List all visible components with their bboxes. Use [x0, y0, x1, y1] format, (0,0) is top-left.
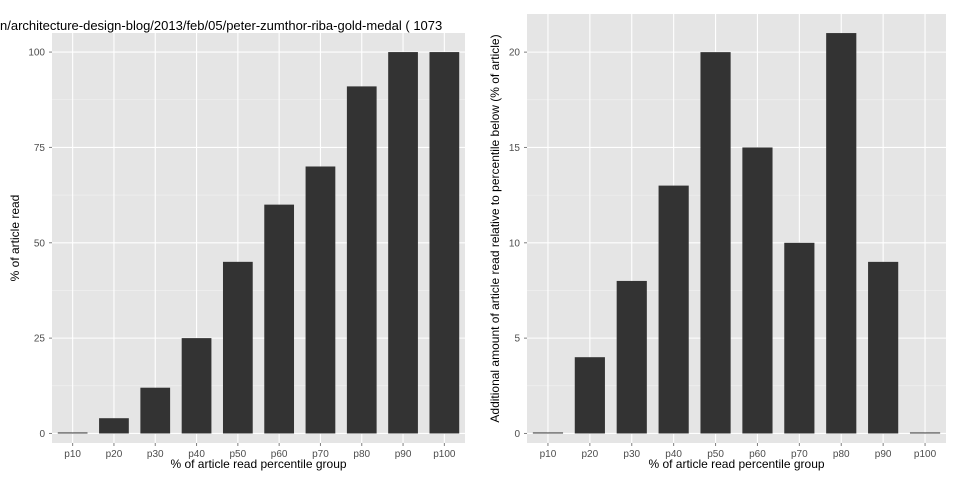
y-tick-label: 100 — [28, 48, 45, 59]
bar-p10 — [532, 432, 564, 434]
x-tick-label: p60 — [271, 449, 288, 460]
y-tick-label: 50 — [34, 238, 46, 249]
chart-additional-read: 0 5 10 15 20 p10 p20 p30 p40 p50 p60 p70 p80 p90 p100%… — [488, 14, 946, 471]
bar-p60 — [264, 204, 295, 434]
x-tick-label: p40 — [665, 449, 682, 460]
bar-p10 — [57, 432, 88, 434]
x-tick-label: p30 — [623, 449, 640, 460]
bar-p20 — [99, 418, 129, 434]
x-tick-label: p90 — [875, 449, 892, 460]
x-tick-label: p80 — [353, 449, 370, 460]
x-tick-label: p40 — [188, 449, 205, 460]
y-tick-label: 5 — [514, 334, 520, 345]
x-tick-label: p100 — [433, 449, 456, 460]
y-axis-title: % of article read — [8, 195, 22, 282]
x-tick-label: p10 — [540, 449, 557, 460]
bar-p70 — [784, 242, 815, 434]
bar-p70 — [305, 166, 336, 434]
bar-p60 — [742, 147, 773, 434]
x-axis-title: % of article read percentile group — [170, 457, 346, 471]
y-tick-label: 0 — [39, 429, 45, 440]
bar-p20 — [574, 357, 605, 434]
bar-p40 — [181, 338, 212, 434]
x-tick-label: p50 — [707, 449, 724, 460]
x-tick-label: p60 — [749, 449, 766, 460]
bar-p30 — [140, 387, 171, 434]
y-axis-title: Additional amount of article read relati… — [488, 34, 502, 422]
x-tick-label: p50 — [230, 449, 247, 460]
y-tick-label: 10 — [509, 238, 521, 249]
x-tick-label: p70 — [791, 449, 808, 460]
chart-percent-read: 0 25 50 75 100 p10 p20 p30 p40 p50 p60 p70 p80 p90 p10… — [8, 33, 465, 471]
x-tick-label: p80 — [833, 449, 850, 460]
bar-p50 — [222, 261, 253, 434]
x-tick-label: p20 — [582, 449, 599, 460]
x-axis-title: % of article read percentile group — [648, 457, 824, 471]
x-tick-label: p10 — [64, 449, 81, 460]
bar-p50 — [700, 52, 731, 434]
bar-p100 — [429, 52, 460, 434]
x-tick-label: p20 — [106, 449, 123, 460]
bar-p90 — [868, 261, 899, 434]
bar-p90 — [388, 52, 418, 434]
bar-p40 — [658, 185, 689, 434]
x-tick-label: p90 — [395, 449, 412, 460]
y-tick-label: 75 — [34, 143, 46, 154]
x-tick-label: p100 — [914, 449, 937, 460]
y-tick-label: 25 — [34, 334, 46, 345]
x-tick-label: p70 — [312, 449, 329, 460]
y-tick-label: 15 — [509, 143, 521, 154]
bar-p80 — [346, 86, 377, 434]
bar-p30 — [616, 280, 647, 434]
x-tick-label: p30 — [147, 449, 164, 460]
y-tick-label: 20 — [509, 48, 521, 59]
bar-p100 — [909, 432, 941, 434]
bar-p80 — [826, 33, 857, 434]
y-tick-label: 0 — [514, 429, 520, 440]
page-title: n/architecture-design-blog/2013/feb/05/p… — [0, 18, 442, 33]
